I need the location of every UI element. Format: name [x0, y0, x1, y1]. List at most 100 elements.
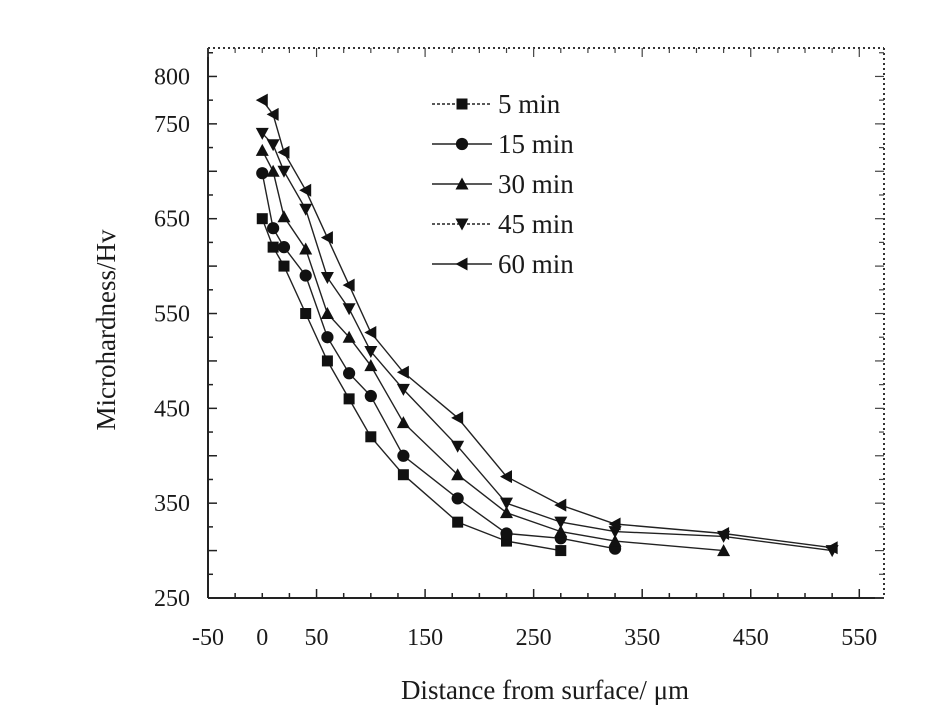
triangle-left-marker	[455, 257, 468, 271]
x-tick-label: -50	[192, 625, 224, 651]
triangle-left-marker	[451, 411, 464, 425]
triangle-up-marker	[396, 416, 410, 429]
triangle-down-marker	[277, 165, 291, 178]
triangle-up-marker	[500, 506, 514, 519]
triangle-left-marker	[500, 470, 513, 484]
triangle-up-marker	[255, 143, 269, 156]
plot-frame	[207, 47, 885, 599]
axis-ticks: -50 0 50 150 250 350 450 550 250 350 450 550 650 750 8…	[154, 48, 884, 651]
circle-marker	[455, 137, 469, 151]
triangle-left-marker	[320, 231, 333, 245]
legend-item: 30 min	[432, 169, 574, 199]
y-tick-label: 350	[154, 491, 190, 517]
series-5-min	[256, 213, 567, 557]
x-tick-label: 0	[256, 625, 268, 651]
triangle-up-marker	[342, 330, 356, 343]
square-marker	[397, 469, 409, 481]
circle-marker	[256, 167, 269, 180]
triangle-down-marker	[500, 497, 514, 510]
triangle-left-marker	[364, 325, 377, 339]
y-tick-label: 450	[154, 396, 190, 422]
series-line	[261, 99, 833, 549]
legend-item: 60 min	[432, 249, 574, 279]
triangle-up-marker	[266, 164, 280, 177]
triangle-left-marker	[825, 541, 838, 555]
square-marker	[256, 213, 268, 225]
triangle-up-marker	[299, 242, 313, 255]
legend-label: 30 min	[498, 169, 574, 199]
triangle-up-marker	[608, 534, 622, 547]
triangle-left-marker	[342, 278, 355, 292]
triangle-left-marker	[554, 498, 567, 512]
triangle-left-marker	[396, 365, 409, 379]
triangle-up-marker	[320, 307, 334, 320]
triangle-down-marker	[455, 218, 469, 231]
legend-label: 45 min	[498, 209, 574, 239]
y-tick-label: 550	[154, 302, 190, 328]
x-tick-label: 50	[305, 625, 329, 651]
square-marker	[555, 545, 567, 557]
triangle-up-marker	[455, 177, 469, 190]
series-line	[261, 150, 724, 552]
square-marker	[300, 308, 312, 320]
circle-marker	[500, 527, 513, 540]
legend-item: 15 min	[432, 129, 574, 159]
triangle-left-marker	[266, 107, 279, 121]
circle-marker	[267, 222, 280, 235]
x-tick-label: 150	[407, 625, 443, 651]
square-marker	[278, 260, 290, 272]
triangle-left-marker	[717, 527, 730, 541]
y-tick-label: 800	[154, 64, 190, 90]
legend: 5 min 15 min 30 min 45 min 60 min	[432, 89, 574, 279]
triangle-left-marker	[608, 517, 621, 531]
triangle-up-marker	[364, 359, 378, 372]
x-axis-label: Distance from surface/ μm	[401, 675, 689, 705]
legend-label: 60 min	[498, 249, 574, 279]
y-tick-label: 250	[154, 586, 190, 612]
triangle-down-marker	[255, 127, 269, 140]
square-marker	[321, 355, 333, 367]
triangle-down-marker	[266, 139, 280, 152]
legend-label: 5 min	[498, 89, 561, 119]
circle-marker	[321, 331, 334, 344]
triangle-down-marker	[364, 345, 378, 358]
triangle-left-marker	[255, 93, 268, 107]
square-marker	[343, 393, 355, 405]
circle-marker	[343, 367, 356, 380]
triangle-up-marker	[554, 525, 568, 538]
triangle-down-marker	[342, 303, 356, 316]
square-marker	[452, 516, 464, 528]
triangle-up-marker	[717, 544, 731, 557]
legend-label: 15 min	[498, 129, 574, 159]
series-line	[261, 132, 833, 552]
triangle-down-marker	[396, 383, 410, 396]
x-tick-label: 350	[624, 625, 660, 651]
square-marker	[365, 431, 377, 443]
y-tick-label: 650	[154, 207, 190, 233]
square-marker	[267, 241, 279, 253]
triangle-up-marker	[451, 468, 465, 481]
triangle-down-marker	[320, 271, 334, 284]
circle-marker	[364, 389, 377, 403]
circle-marker	[299, 269, 312, 282]
legend-item: 5 min	[432, 89, 561, 119]
x-tick-label: 250	[516, 625, 552, 651]
series-layer	[255, 93, 839, 558]
square-marker	[501, 535, 513, 547]
triangle-down-marker	[299, 203, 313, 216]
triangle-down-marker	[554, 516, 568, 529]
series-30-min	[255, 143, 731, 557]
series-60-min	[255, 93, 838, 555]
y-axis-label: Microhardness/Hv	[91, 229, 121, 430]
circle-marker	[277, 241, 291, 254]
legend-item: 45 min	[432, 209, 574, 239]
square-marker	[456, 98, 468, 110]
triangle-up-marker	[277, 210, 291, 223]
triangle-left-marker	[277, 145, 290, 159]
circle-marker	[451, 492, 464, 505]
y-tick-label: 750	[154, 112, 190, 138]
triangle-down-marker	[451, 440, 465, 453]
x-tick-label: 550	[841, 625, 877, 651]
circle-marker	[397, 449, 410, 462]
